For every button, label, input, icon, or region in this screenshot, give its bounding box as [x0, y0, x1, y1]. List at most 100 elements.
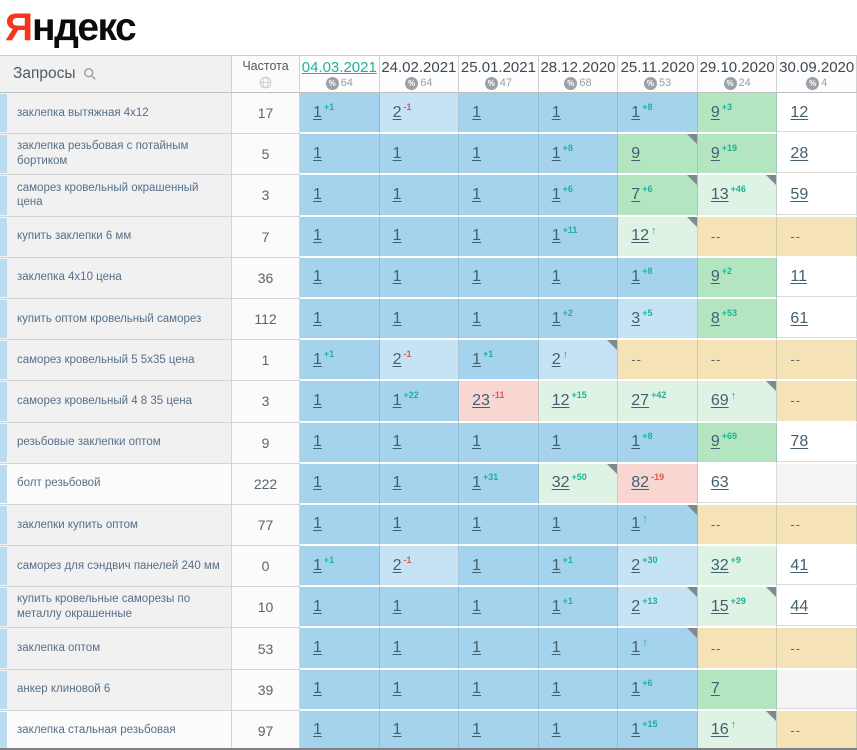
position-link[interactable]: 59	[790, 185, 809, 203]
position-link[interactable]: 1	[392, 597, 402, 615]
query-cell[interactable]: анкер клиновой 6	[0, 669, 232, 711]
position-link[interactable]: 2	[631, 556, 641, 574]
date-column-header-5[interactable]: 25.11.2020% 53	[618, 56, 698, 93]
query-cell[interactable]: купить оптом кровельный саморез	[0, 298, 232, 341]
position-link[interactable]: 7	[710, 680, 720, 698]
position-link[interactable]: 1	[631, 103, 641, 121]
position-link[interactable]: 1	[313, 268, 322, 286]
position-link[interactable]: 1	[392, 721, 402, 739]
position-link[interactable]: 1	[472, 597, 482, 615]
position-link[interactable]: 1	[392, 309, 402, 327]
position-link[interactable]: 69	[710, 391, 729, 409]
date-column-header-1[interactable]: 04.03.2021% 64	[300, 56, 380, 93]
position-link[interactable]: 1	[551, 144, 561, 162]
position-link[interactable]: 1	[472, 474, 482, 492]
position-link[interactable]: 1	[472, 185, 482, 203]
date-column-header-4[interactable]: 28.12.2020% 68	[538, 56, 619, 93]
position-link[interactable]: 1	[392, 474, 402, 492]
position-link[interactable]: 1	[313, 515, 322, 533]
position-link[interactable]: 1	[313, 721, 322, 739]
query-cell[interactable]: саморез кровельный окрашенный цена	[0, 175, 232, 217]
position-link[interactable]: 23	[472, 391, 490, 409]
position-link[interactable]: 1	[631, 433, 641, 451]
position-link[interactable]: 1	[313, 597, 322, 615]
position-link[interactable]: 1	[631, 721, 641, 739]
position-link[interactable]: 1	[313, 350, 322, 368]
position-link[interactable]: 1	[472, 227, 482, 245]
query-cell[interactable]: заклепка оптом	[0, 628, 232, 670]
position-link[interactable]: 32	[710, 556, 729, 574]
position-link[interactable]: 1	[313, 474, 322, 492]
position-link[interactable]: 1	[472, 721, 482, 739]
position-link[interactable]: 1	[551, 309, 561, 327]
query-cell[interactable]: болт резьбовой	[0, 463, 232, 505]
date-column-header-2[interactable]: 24.02.2021% 64	[379, 56, 460, 93]
position-link[interactable]: 1	[551, 433, 561, 451]
query-cell[interactable]: саморез кровельный 5 5x35 цена	[0, 340, 232, 382]
position-link[interactable]: 1	[551, 556, 561, 574]
position-link[interactable]: 9	[631, 144, 641, 162]
position-link[interactable]: 41	[790, 556, 809, 574]
position-link[interactable]: 2	[392, 350, 402, 368]
position-link[interactable]: 7	[631, 185, 641, 203]
position-link[interactable]: 1	[551, 597, 561, 615]
position-link[interactable]: 1	[551, 515, 561, 533]
position-link[interactable]: 82	[631, 474, 650, 492]
position-link[interactable]: 1	[313, 391, 322, 409]
position-link[interactable]: 16	[710, 721, 729, 739]
date-column-header-6[interactable]: 29.10.2020% 24	[697, 56, 778, 93]
date-label[interactable]: 24.02.2021	[381, 58, 457, 76]
position-link[interactable]: 12	[631, 227, 650, 245]
position-link[interactable]: 13	[710, 185, 729, 203]
position-link[interactable]: 44	[790, 597, 809, 615]
position-link[interactable]: 1	[551, 268, 561, 286]
position-link[interactable]: 1	[392, 639, 402, 657]
date-label[interactable]: 29.10.2020	[699, 58, 775, 76]
query-cell[interactable]: саморез для сэндвич панелей 240 мм	[0, 546, 232, 588]
position-link[interactable]: 28	[790, 144, 809, 162]
queries-column-header[interactable]: Запросы	[0, 56, 232, 93]
position-link[interactable]: 8	[710, 309, 720, 327]
date-label[interactable]: 30.09.2020	[779, 58, 855, 76]
position-link[interactable]: 1	[551, 680, 561, 698]
position-link[interactable]: 1	[392, 144, 402, 162]
position-link[interactable]: 2	[392, 556, 402, 574]
query-cell[interactable]: резьбовые заклепки оптом	[0, 422, 232, 464]
position-link[interactable]: 1	[551, 721, 561, 739]
query-cell[interactable]: заклепка стальная резьбовая	[0, 710, 232, 750]
position-link[interactable]: 1	[551, 185, 561, 203]
date-label[interactable]: 28.12.2020	[540, 58, 616, 76]
date-label[interactable]: 04.03.2021	[301, 58, 377, 76]
position-link[interactable]: 1	[472, 639, 482, 657]
position-link[interactable]: 1	[631, 639, 641, 657]
position-link[interactable]: 1	[392, 433, 402, 451]
position-link[interactable]: 2	[631, 597, 641, 615]
query-cell[interactable]: заклепка вытяжная 4x12	[0, 93, 232, 135]
position-link[interactable]: 9	[710, 103, 720, 121]
position-link[interactable]: 1	[313, 309, 322, 327]
position-link[interactable]: 1	[313, 144, 322, 162]
position-link[interactable]: 27	[631, 391, 650, 409]
position-link[interactable]: 1	[472, 433, 482, 451]
position-link[interactable]: 1	[392, 515, 402, 533]
date-column-header-7[interactable]: 30.09.2020% 4	[777, 56, 857, 93]
position-link[interactable]: 3	[631, 309, 641, 327]
position-link[interactable]: 1	[392, 268, 402, 286]
date-label[interactable]: 25.11.2020	[620, 58, 695, 76]
position-link[interactable]: 1	[472, 556, 482, 574]
date-label[interactable]: 25.01.2021	[460, 58, 536, 76]
position-link[interactable]: 9	[710, 144, 720, 162]
position-link[interactable]: 1	[551, 227, 561, 245]
position-link[interactable]: 2	[392, 103, 402, 121]
position-link[interactable]: 1	[631, 515, 641, 533]
frequency-column-header[interactable]: Частота	[232, 56, 300, 93]
position-link[interactable]: 1	[392, 680, 402, 698]
position-link[interactable]: 12	[790, 103, 809, 121]
position-link[interactable]: 1	[313, 103, 322, 121]
position-link[interactable]: 1	[631, 268, 641, 286]
position-link[interactable]: 1	[313, 639, 322, 657]
position-link[interactable]: 11	[790, 268, 808, 286]
position-link[interactable]: 1	[472, 515, 482, 533]
position-link[interactable]: 1	[631, 680, 641, 698]
